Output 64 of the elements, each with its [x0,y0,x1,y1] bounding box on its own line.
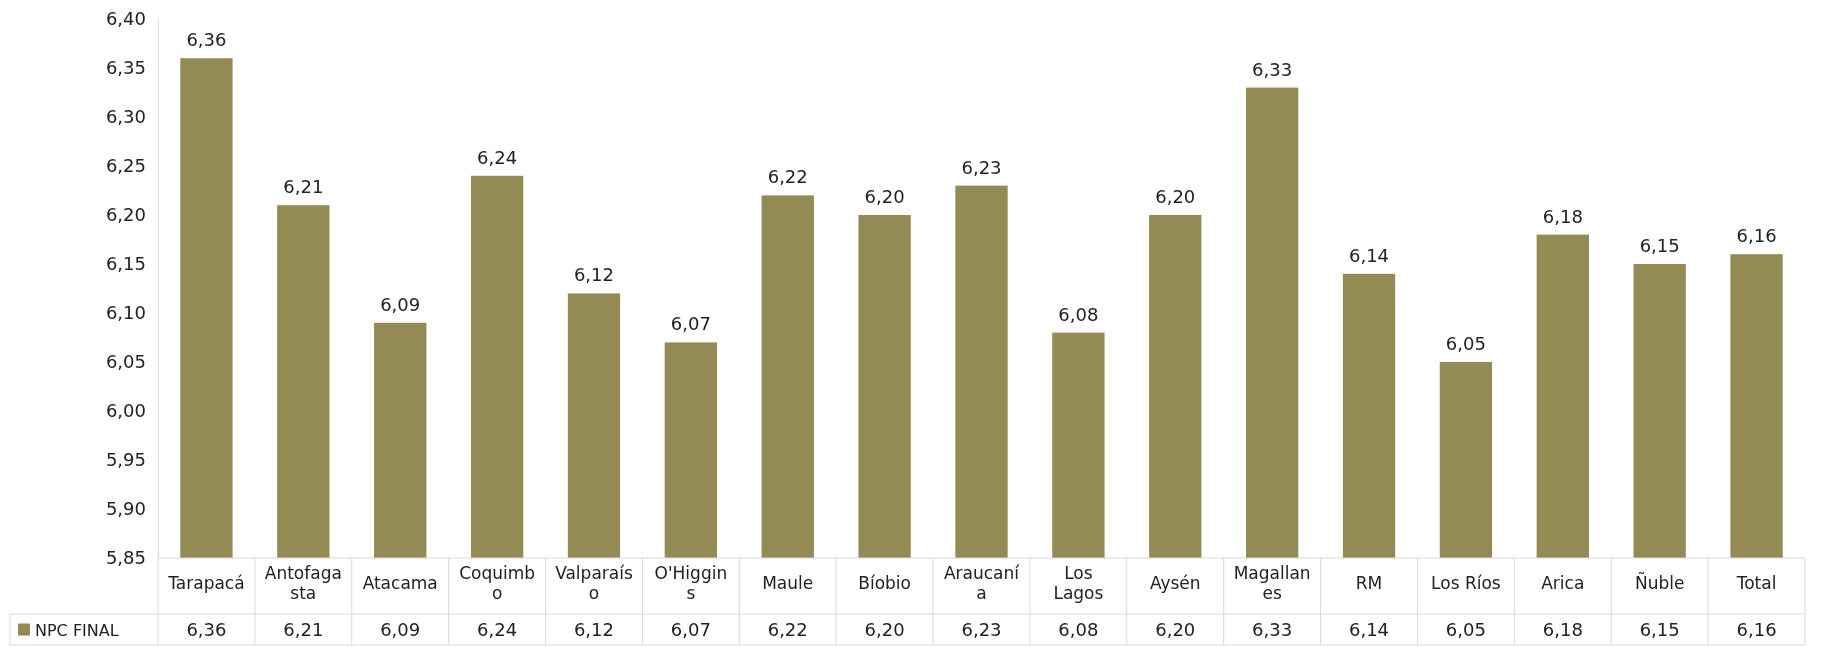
text: 6,05 [1445,333,1486,354]
x-tick-label: Coquimbo [459,563,536,603]
y-tick-label: 6,20 [105,204,146,226]
data-label: 6,21 [283,618,324,640]
text: 6,15 [1639,235,1680,256]
text: 6,08 [1058,303,1099,325]
text: 6,14 [1348,244,1390,266]
text: 6,33 [1252,58,1293,80]
x-tick-label: Los Lagos [1053,563,1104,603]
text: 6,20 [1155,186,1196,207]
text: 6,36 [186,29,227,51]
text: 6,12 [573,264,615,286]
y-tick-label: 6,05 [105,351,146,373]
data-label: 6,23 [961,618,1002,640]
text: 6,07 [670,313,711,335]
x-tick-label: Los Ríos [1431,573,1501,593]
data-label: 6,12 [573,618,615,640]
y-tick-label: 5,85 [105,547,146,569]
x-tick-label: Tarapacá [167,573,245,593]
data-label: 6,16 [1736,618,1777,640]
y-tick-label: 5,95 [105,449,146,471]
data-label: 6,09 [380,618,421,640]
x-tick-label: Valparaíso [555,563,633,603]
data-label: 6,18 [1542,618,1583,640]
data-label: 6,22 [767,618,808,640]
y-tick-label: 6,10 [105,302,146,324]
data-label: 6,20 [1155,618,1196,640]
text: 6,24 [477,146,518,168]
data-label: 6,33 [1252,618,1293,640]
x-tick-label: Antofagasta [264,563,342,603]
y-tick-label: 6,30 [105,106,146,128]
x-tick-label: Atacama [362,573,438,593]
x-tick-label: Araucanía [943,563,1021,603]
data-label: 6,15 [1639,618,1680,640]
text: 6,23 [961,156,1002,178]
x-tick-label: Arica [1541,573,1585,593]
x-tick-label: Bíobio [858,573,911,593]
y-tick-label: 5,90 [105,498,146,520]
x-tick-label: O'Higgins [654,563,728,603]
text: 6,18 [1542,205,1583,227]
y-tick-label: 6,15 [105,253,146,275]
text: 6,20 [864,186,905,207]
text: 6,09 [380,293,421,315]
y-tick-label: 6,40 [105,8,146,30]
text: 6,16 [1736,225,1777,247]
data-label: 6,07 [670,618,711,640]
data-label: 6,05 [1445,618,1486,640]
x-tick-label: Aysén [1149,573,1201,593]
text: 6,21 [283,176,324,198]
text: 6,22 [767,166,808,188]
y-tick-label: 6,25 [105,155,146,177]
legend-label: NPC FINAL [35,620,119,640]
x-tick-label: Ñuble [1634,572,1685,593]
data-label: 6,08 [1058,618,1099,640]
x-tick-label: Magallanes [1233,563,1311,603]
data-label: 6,24 [477,618,518,640]
data-label: 6,14 [1348,618,1390,640]
x-tick-label: RM [1355,573,1383,593]
x-tick-label: Total [1735,573,1777,593]
y-tick-label: 6,35 [105,57,146,79]
x-tick-label: Maule [762,573,814,593]
data-label: 6,36 [186,618,227,640]
data-label: 6,20 [864,618,905,640]
y-tick-label: 6,00 [105,400,146,422]
